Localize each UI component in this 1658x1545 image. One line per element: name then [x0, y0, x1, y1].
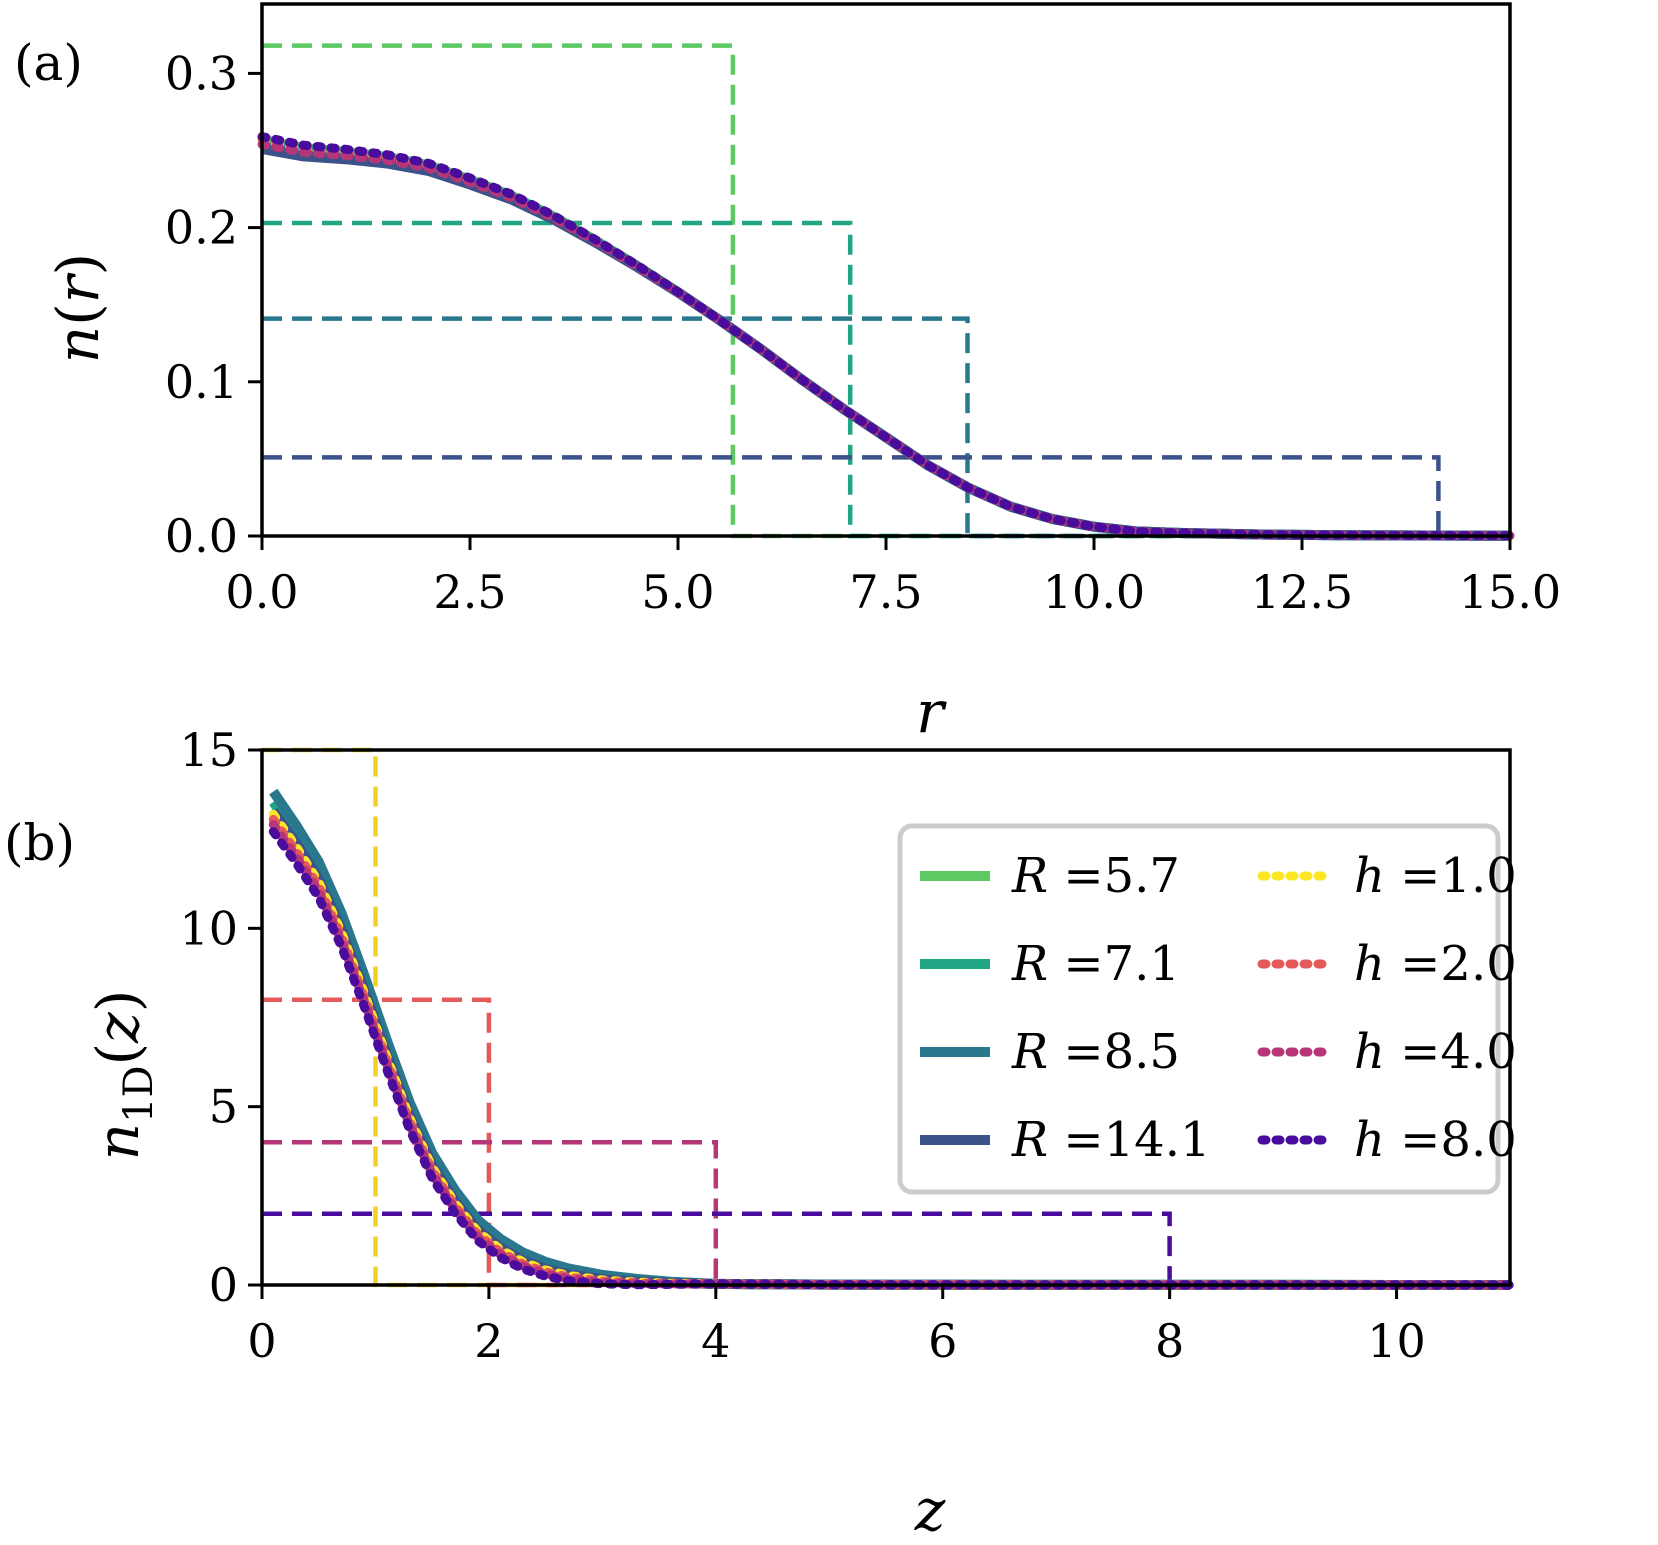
panel-a-label: (a) [14, 34, 83, 92]
panel-b-label: (b) [4, 814, 75, 872]
y-tick-label: 0.2 [165, 201, 238, 255]
y-tick-label: 15 [179, 723, 238, 777]
x-tick-label: 10.0 [1043, 565, 1145, 619]
panel-a-ticks: 0.0 2.5 5.0 7.5 10.0 12.5 15.0 0.0 0.1 0.2 0.3 [165, 46, 1561, 619]
legend-entry-0-1: R =7.1 [1011, 936, 1180, 992]
x-tick-label: 6 [928, 1314, 957, 1368]
x-tick-label: 10 [1367, 1314, 1426, 1368]
legend-entry-0-0: R =5.7 [1011, 848, 1180, 904]
panel-a-series-1 [261, 137, 1511, 541]
panel-b-ticks: 0 2 4 6 8 10 0 5 10 15 [179, 723, 1425, 1368]
legend-entry-1-0: h =1.0 [1354, 848, 1517, 904]
x-tick-label: 15.0 [1459, 565, 1561, 619]
x-tick-label: 7.5 [849, 565, 922, 619]
panel-a-step-reference-3 [262, 455, 1510, 539]
x-tick-label: 2 [474, 1314, 503, 1368]
x-tick-label: 12.5 [1251, 565, 1353, 619]
x-tick-label: 0 [247, 1314, 276, 1368]
panel-b-step-reference-3 [262, 1211, 1510, 1288]
panel-a-ylabel: n(r) [44, 253, 112, 363]
panel-a-series-2 [261, 140, 1511, 541]
panel-a-series-3 [261, 144, 1511, 541]
panel-a-plot-area [257, 2, 1515, 541]
panel-a-step-reference-0 [262, 43, 1510, 539]
legend-entry-0-3: R =14.1 [1011, 1112, 1211, 1168]
panel-a-series-4 [257, 136, 1515, 541]
legend-frame [897, 823, 1501, 1195]
x-tick-label: 0.0 [225, 565, 298, 619]
panel-b-xlabel: z [914, 1476, 946, 1544]
y-tick-label: 0.3 [165, 46, 238, 100]
y-tick-label: 0.0 [165, 509, 238, 563]
y-tick-label: 5 [209, 1080, 238, 1134]
panel-a-series-6 [257, 139, 1515, 541]
panel-a-series-0 [261, 134, 1511, 541]
panel-a-series-7 [257, 132, 1515, 541]
panel-b-legend: R =5.7 R =7.1 R =8.5 R =14.1 h =1.0 h =2.0 h =… [897, 823, 1517, 1195]
panel-b-series-7 [268, 827, 1515, 1290]
x-tick-label: 5.0 [641, 565, 714, 619]
panel-a-series-5 [257, 133, 1515, 541]
x-tick-label: 8 [1155, 1314, 1184, 1368]
legend-entry-1-1: h =2.0 [1354, 936, 1517, 992]
panel-a-step-reference-2 [262, 316, 1510, 539]
y-tick-label: 10 [179, 901, 238, 955]
panel-a-step-reference-1 [262, 220, 1510, 539]
x-tick-label: 2.5 [433, 565, 506, 619]
x-tick-label: 4 [701, 1314, 730, 1368]
panel-a: 0.0 2.5 5.0 7.5 10.0 12.5 15.0 0.0 0.1 0.2 0.3 (a)… [14, 2, 1561, 746]
panel-b-axes-frame [260, 748, 1512, 1287]
legend-entry-1-3: h =8.0 [1354, 1112, 1517, 1168]
legend-entry-0-2: R =8.5 [1011, 1024, 1180, 1080]
y-tick-label: 0 [209, 1258, 238, 1312]
y-tick-label: 0.1 [165, 355, 238, 409]
panel-b-ylabel: n1D(z) [84, 990, 162, 1161]
panel-a-xlabel: r [916, 678, 947, 746]
legend-entry-1-2: h =4.0 [1354, 1024, 1517, 1080]
